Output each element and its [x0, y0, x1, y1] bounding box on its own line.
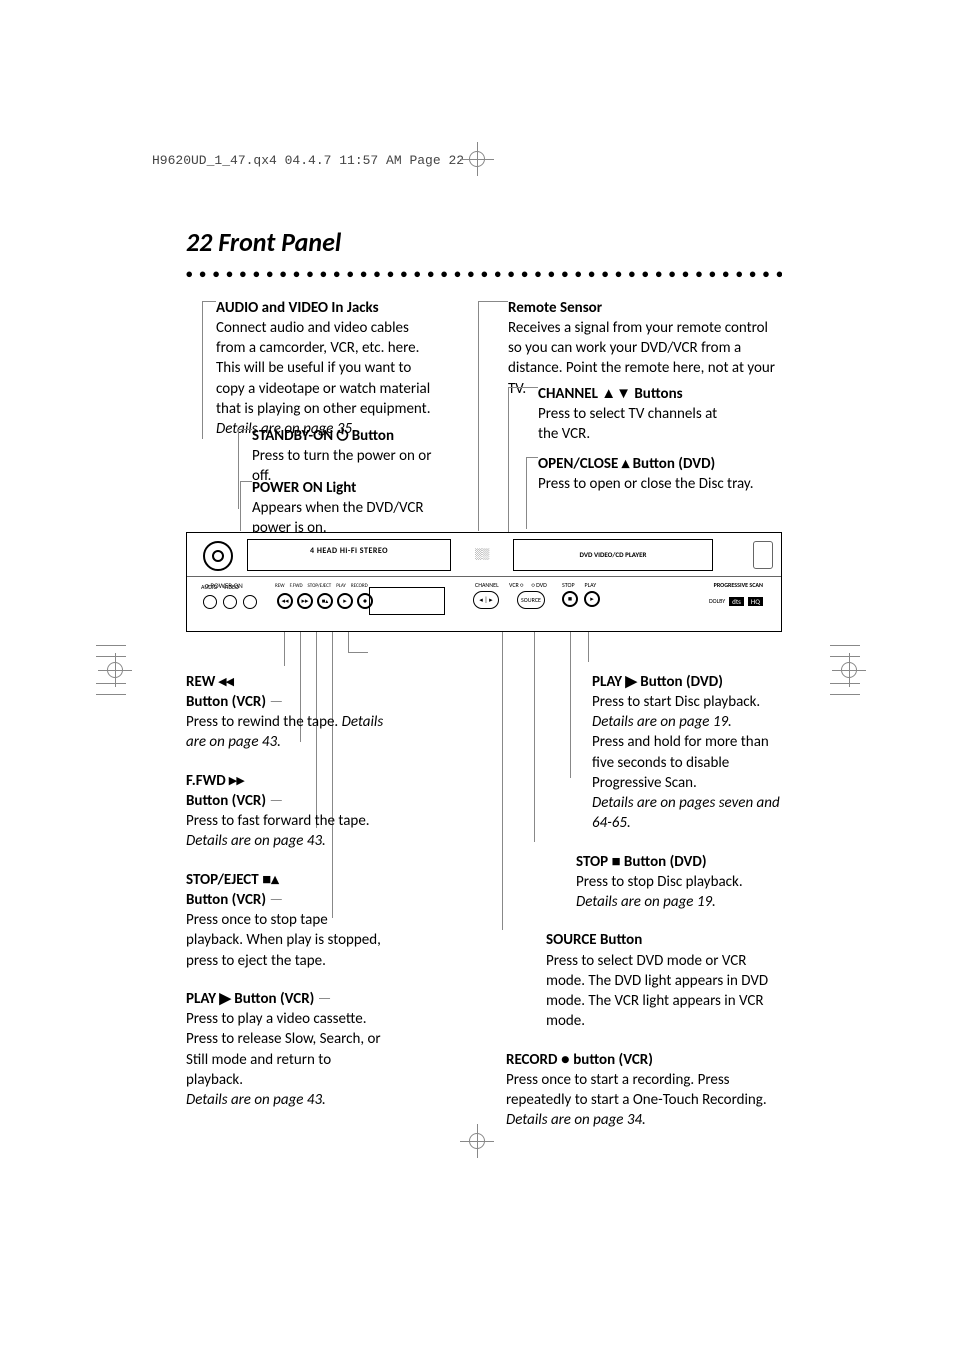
playdvd-heading: PLAY ▶ Button (DVD) [592, 672, 782, 692]
stopdvd-heading: STOP ■ Button (DVD) [576, 852, 782, 872]
vcr-button-labels: REW F.FWD STOP/EJECT PLAY RECORD [275, 583, 368, 590]
page-title: 22 Front Panel [186, 225, 782, 260]
remote-heading: Remote Sensor [508, 299, 602, 317]
callout-open-close: OPEN/CLOSE ▴ Button (DVD) Press to open … [538, 454, 778, 495]
record-heading: RECORD ● button (VCR) [506, 1050, 782, 1070]
bottom-callouts: REW ◂◂ Button (VCR) — Press to rewind th… [186, 672, 782, 1149]
ffwd-text: Press to fast forward the tape. [186, 812, 370, 830]
rew-heading2: Button (VCR) [186, 693, 266, 711]
playdvd-text1: Press to start Disc playback. [592, 692, 782, 712]
stopeject-heading: STOP/EJECT ■▴ [186, 870, 386, 890]
dvd-buttons: ■ ▸ [562, 591, 600, 607]
playvcr-text: Press to play a video cassette. Press to… [186, 1009, 386, 1090]
video-jack[interactable] [243, 595, 257, 609]
display-panel [369, 587, 445, 615]
source-heading: SOURCE Button [546, 930, 782, 950]
print-slug: H9620UD_1_47.qx4 04.4.7 11:57 AM Page 22 [152, 152, 464, 170]
av-in-jacks[interactable] [203, 595, 257, 609]
standby-on-button[interactable] [203, 541, 233, 571]
disc-tray[interactable]: DVD VIDEO/CD PLAYER [513, 539, 713, 571]
channel-buttons[interactable]: ◂ | ▸ [473, 591, 499, 609]
progressive-scan-label: PROGRESSIVE SCAN [714, 581, 763, 589]
side-mark-left [96, 645, 126, 695]
page-content: 22 Front Panel • • • • • • • • • • • • •… [186, 225, 782, 1149]
playdvd-text2: Press and hold for more than five second… [592, 732, 782, 793]
stopeject-text: Press once to stop tape playback. When p… [186, 910, 386, 971]
callout-stop-dvd: STOP ■ Button (DVD) Press to stop Disc p… [576, 852, 782, 913]
callout-power-light: POWER ON Light Appears when the DVD/VCR … [252, 478, 452, 539]
cassette-door[interactable]: 4 HEAD Hi-Fi STEREO [247, 539, 451, 571]
title-rule: • • • • • • • • • • • • • • • • • • • • … [186, 266, 782, 284]
hifi-label: 4 HEAD Hi-Fi STEREO [310, 546, 388, 557]
av-in-text: Connect audio and video cables from a ca… [216, 318, 436, 419]
callout-av-in: AUDIO and VIDEO In Jacks Connect audio a… [216, 298, 436, 440]
play-dvd-button[interactable]: ▸ [584, 591, 600, 607]
source-mode-labels: VCR ○○ DVD [509, 581, 547, 589]
remote-sensor-icon: ░░ [475, 547, 489, 561]
play-vcr-button[interactable]: ▸ [337, 593, 353, 609]
record-text: Press once to start a recording. Press r… [506, 1071, 767, 1109]
playvcr-detail: Details are on page 43. [186, 1090, 386, 1110]
jack-labels: AUDIO VIDEO [201, 583, 239, 591]
av-in-heading: AUDIO and VIDEO In Jacks [216, 299, 379, 317]
callout-stop-eject: STOP/EJECT ■▴ Button (VCR) — Press once … [186, 870, 386, 971]
playdvd-detail2: Details are on pages seven and 64-65. [592, 793, 782, 834]
stopeject-heading2: Button (VCR) [186, 891, 266, 909]
callout-source: SOURCE Button Press to select DVD mode o… [546, 930, 782, 1031]
format-logos: DOLBY dts HQ [709, 597, 763, 606]
openclose-text: Press to open or close the Disc tray. [538, 474, 778, 494]
pwrlight-heading: POWER ON Light [252, 479, 356, 497]
side-mark-right [830, 645, 860, 695]
stopdvd-detail: Details are on page 19. [576, 892, 782, 912]
callout-record: RECORD ● button (VCR) Press once to star… [506, 1050, 782, 1131]
channel-text: Press to select TV channels at the VCR. [538, 404, 738, 445]
playdvd-detail1: Details are on page 19. [592, 712, 782, 732]
dvd-button-labels: STOPPLAY [562, 581, 596, 589]
rew-heading: REW ◂◂ [186, 672, 386, 692]
vcr-buttons: ◂◂ ▸▸ ■▴ ▸ ● [277, 593, 373, 609]
callout-ffwd: F.FWD ▸▸ Button (VCR) — Press to fast fo… [186, 771, 386, 852]
stopdvd-text: Press to stop Disc playback. [576, 872, 782, 892]
registration-mark-top [466, 148, 488, 170]
callout-play-vcr: PLAY ▶ Button (VCR) — Press to play a vi… [186, 989, 386, 1111]
ffwd-heading2: Button (VCR) [186, 792, 266, 810]
record-detail: Details are on page 34. [506, 1111, 646, 1129]
ffwd-heading: F.FWD ▸▸ [186, 771, 386, 791]
bottom-leaders [186, 632, 782, 672]
channel-heading: CHANNEL ▲▼ Buttons [538, 385, 683, 403]
source-text: Press to select DVD mode or VCR mode. Th… [546, 951, 782, 1032]
ffwd-detail: Details are on page 43. [186, 832, 326, 850]
stop-dvd-button[interactable]: ■ [562, 591, 578, 607]
open-close-button[interactable] [753, 541, 773, 569]
callout-rew: REW ◂◂ Button (VCR) — Press to rewind th… [186, 672, 386, 753]
device-front-panel: 4 HEAD Hi-Fi STEREO ░░ DVD VIDEO/CD PLAY… [186, 532, 782, 632]
openclose-heading: OPEN/CLOSE ▴ Button (DVD) [538, 455, 715, 473]
standby-heading: STANDBY-ON ⏻ Button [252, 427, 394, 445]
audio-r-jack[interactable] [223, 595, 237, 609]
callout-play-dvd: PLAY ▶ Button (DVD) Press to start Disc … [592, 672, 782, 834]
ffwd-button[interactable]: ▸▸ [297, 593, 313, 609]
source-button[interactable]: SOURCE [517, 591, 545, 609]
tray-label: DVD VIDEO/CD PLAYER [580, 550, 647, 559]
audio-l-jack[interactable] [203, 595, 217, 609]
playvcr-heading: PLAY ▶ Button (VCR) [186, 990, 314, 1008]
stop-eject-button[interactable]: ■▴ [317, 593, 333, 609]
top-callouts: AUDIO and VIDEO In Jacks Connect audio a… [186, 298, 782, 528]
rew-text: Press to rewind the tape. [186, 713, 338, 731]
callout-channel: CHANNEL ▲▼ Buttons Press to select TV ch… [538, 384, 738, 445]
channel-label: CHANNEL [475, 581, 499, 589]
rew-button[interactable]: ◂◂ [277, 593, 293, 609]
